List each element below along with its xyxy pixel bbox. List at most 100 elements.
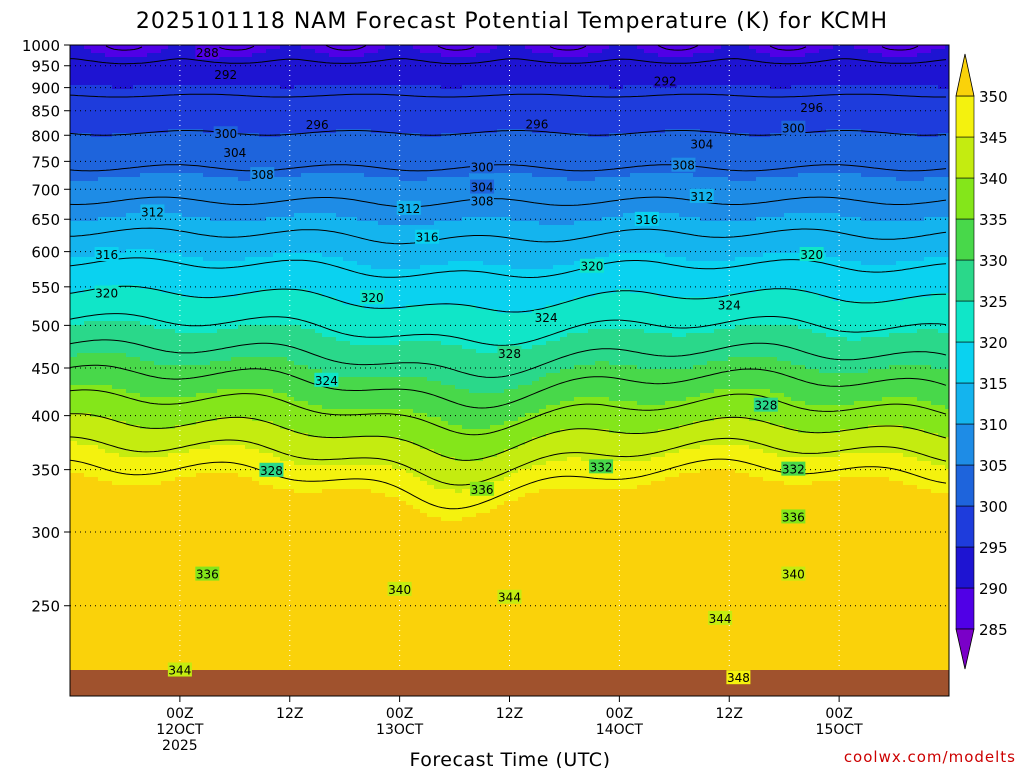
field-cell: [147, 105, 155, 110]
field-cell: [217, 105, 225, 110]
field-cell: [133, 173, 141, 178]
field-cell: [210, 505, 218, 510]
field-cell: [182, 169, 190, 174]
field-cell: [112, 645, 120, 650]
field-cell: [126, 273, 134, 278]
field-cell: [133, 189, 141, 194]
field-cell: [238, 181, 246, 186]
field-cell: [217, 397, 225, 402]
field-cell: [98, 657, 106, 662]
field-cell: [70, 553, 78, 558]
field-cell: [217, 265, 225, 270]
field-cell: [196, 85, 204, 90]
field-cell: [91, 205, 99, 210]
field-cell: [231, 249, 239, 254]
field-cell: [175, 389, 183, 394]
field-cell: [154, 641, 162, 646]
field-cell: [140, 577, 148, 582]
field-cell: [196, 341, 204, 346]
field-cell: [84, 645, 92, 650]
field-cell: [70, 601, 78, 606]
field-cell: [77, 545, 85, 550]
field-cell: [210, 301, 218, 306]
field-cell: [98, 641, 106, 646]
field-cell: [203, 205, 211, 210]
field-cell: [273, 89, 281, 94]
field-cell: [266, 333, 274, 338]
field-cell: [210, 277, 218, 282]
field-cell: [189, 129, 197, 134]
field-cell: [252, 513, 260, 518]
field-cell: [70, 69, 78, 74]
field-cell: [91, 597, 99, 602]
field-cell: [273, 145, 281, 150]
field-cell: [280, 89, 288, 94]
field-cell: [84, 301, 92, 306]
field-cell: [217, 613, 225, 618]
field-cell: [259, 409, 267, 414]
field-cell: [154, 269, 162, 274]
field-cell: [217, 537, 225, 542]
field-cell: [280, 597, 288, 602]
field-cell: [140, 337, 148, 342]
field-cell: [126, 261, 134, 266]
field-cell: [259, 229, 267, 234]
field-cell: [217, 193, 225, 198]
field-cell: [175, 153, 183, 158]
field-cell: [91, 53, 99, 58]
field-cell: [98, 153, 106, 158]
field-cell: [287, 213, 295, 218]
field-cell: [252, 309, 260, 314]
field-cell: [266, 453, 274, 458]
field-cell: [91, 653, 99, 658]
field-cell: [98, 213, 106, 218]
field-cell: [126, 353, 134, 358]
field-cell: [189, 117, 197, 122]
field-cell: [91, 105, 99, 110]
field-cell: [189, 589, 197, 594]
field-cell: [245, 217, 253, 222]
field-cell: [70, 609, 78, 614]
field-cell: [175, 233, 183, 238]
field-cell: [70, 425, 78, 430]
field-cell: [287, 461, 295, 466]
field-cell: [133, 637, 141, 642]
field-cell: [224, 89, 232, 94]
field-cell: [112, 485, 120, 490]
field-cell: [119, 461, 127, 466]
field-cell: [168, 265, 176, 270]
field-cell: [266, 381, 274, 386]
field-cell: [91, 45, 99, 50]
field-cell: [273, 501, 281, 506]
field-cell: [182, 581, 190, 586]
field-cell: [189, 253, 197, 258]
field-cell: [77, 281, 85, 286]
field-cell: [273, 185, 281, 190]
field-cell: [245, 121, 253, 126]
field-cell: [105, 521, 113, 526]
field-cell: [224, 105, 232, 110]
field-cell: [245, 437, 253, 442]
field-cell: [133, 437, 141, 442]
field-cell: [259, 569, 267, 574]
field-cell: [238, 69, 246, 74]
field-cell: [77, 209, 85, 214]
field-cell: [203, 649, 211, 654]
field-cell: [105, 645, 113, 650]
field-cell: [238, 661, 246, 666]
field-cell: [259, 77, 267, 82]
field-cell: [252, 581, 260, 586]
field-cell: [224, 609, 232, 614]
field-cell: [182, 649, 190, 654]
field-cell: [245, 69, 253, 74]
field-cell: [266, 153, 274, 158]
field-cell: [98, 377, 106, 382]
field-cell: [231, 537, 239, 542]
field-cell: [259, 241, 267, 246]
field-cell: [280, 333, 288, 338]
field-cell: [119, 245, 127, 250]
field-cell: [182, 253, 190, 258]
field-cell: [231, 325, 239, 330]
field-cell: [287, 73, 295, 78]
field-cell: [168, 69, 176, 74]
